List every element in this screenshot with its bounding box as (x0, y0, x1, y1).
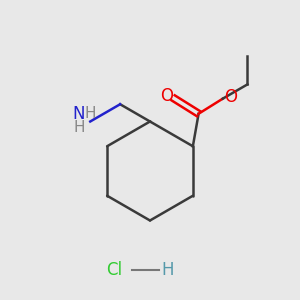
Text: Cl: Cl (106, 261, 122, 279)
Text: H: H (85, 106, 96, 122)
Text: O: O (160, 87, 173, 105)
Text: H: H (162, 261, 174, 279)
Text: N: N (72, 105, 85, 123)
Text: O: O (224, 88, 237, 106)
Text: H: H (73, 120, 85, 135)
